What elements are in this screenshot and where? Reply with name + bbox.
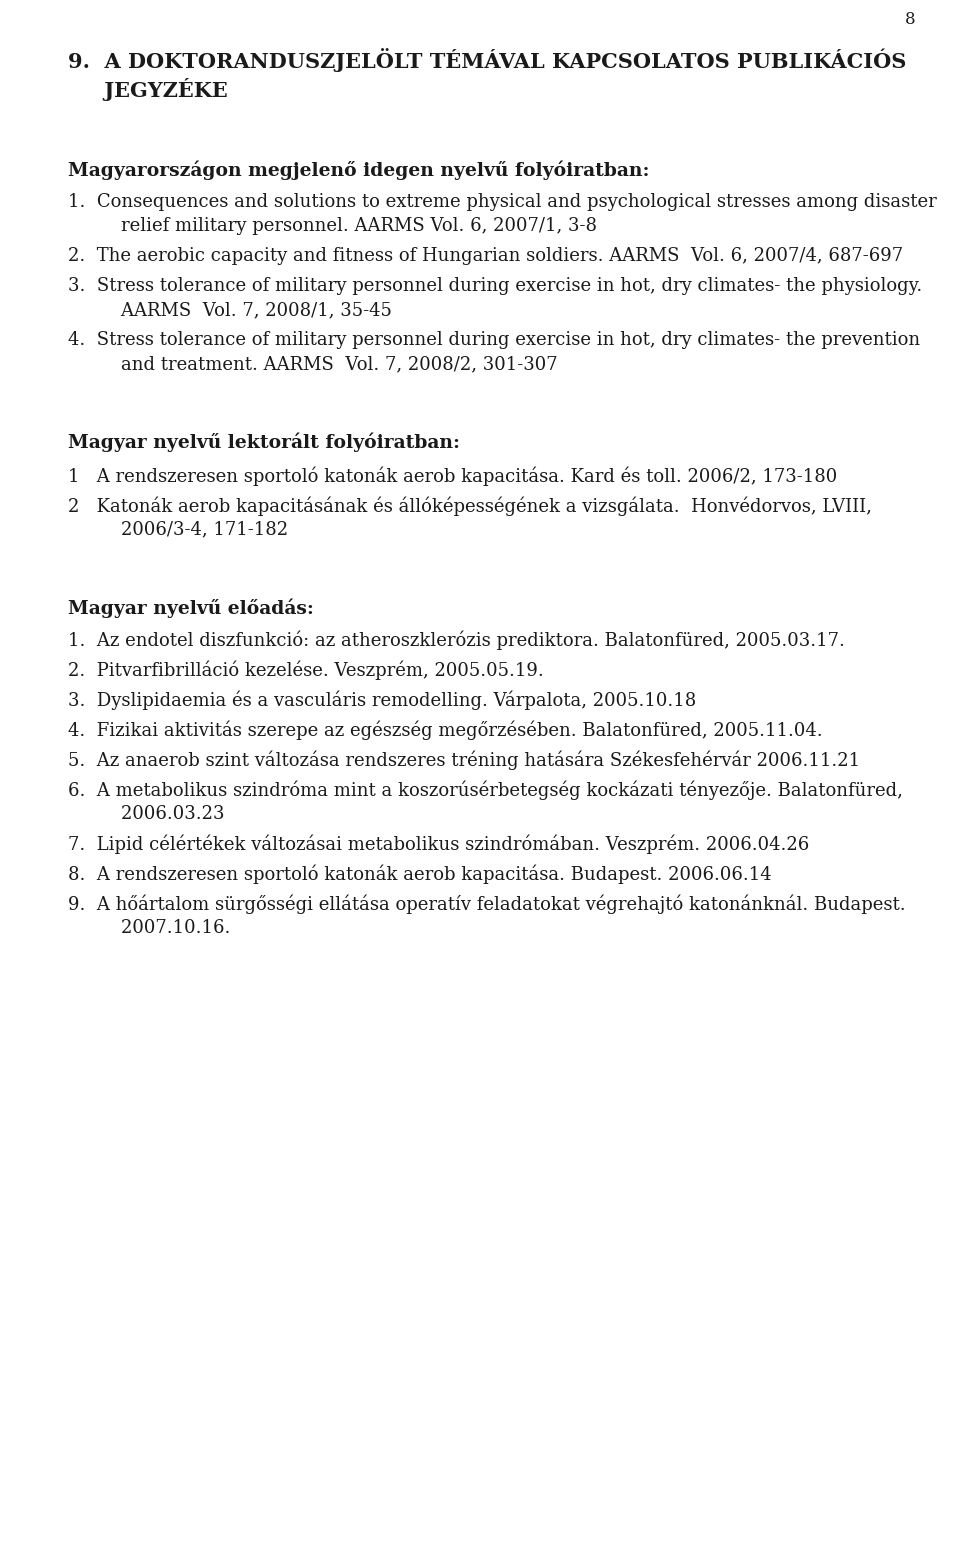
Text: 2007.10.16.: 2007.10.16.: [98, 919, 230, 937]
Text: Magyarországon megjelenő idegen nyelvű folyóiratban:: Magyarországon megjelenő idegen nyelvű f…: [68, 159, 650, 179]
Text: 2006/3-4, 171-182: 2006/3-4, 171-182: [98, 520, 288, 538]
Text: 2.  The aerobic capacity and fitness of Hungarian soldiers. AARMS  Vol. 6, 2007/: 2. The aerobic capacity and fitness of H…: [68, 248, 903, 265]
Text: relief military personnel. AARMS Vol. 6, 2007/1, 3-8: relief military personnel. AARMS Vol. 6,…: [98, 217, 597, 235]
Text: Magyar nyelvű előadás:: Magyar nyelvű előadás:: [68, 599, 314, 617]
Text: 3.  Stress tolerance of military personnel during exercise in hot, dry climates-: 3. Stress tolerance of military personne…: [68, 277, 923, 295]
Text: 4.  Fizikai aktivitás szerepe az egészség megőrzésében. Balatonfüred, 2005.11.04: 4. Fizikai aktivitás szerepe az egészség…: [68, 721, 823, 741]
Text: and treatment. AARMS  Vol. 7, 2008/2, 301-307: and treatment. AARMS Vol. 7, 2008/2, 301…: [98, 354, 558, 373]
Text: 1.  Az endotel diszfunkció: az atheroszklerózis prediktora. Balatonfüred, 2005.0: 1. Az endotel diszfunkció: az atheroszkl…: [68, 631, 845, 650]
Text: 1   A rendszeresen sportoló katonák aerob kapacitása. Kard és toll. 2006/2, 173-: 1 A rendszeresen sportoló katonák aerob …: [68, 466, 837, 486]
Text: JEGYZÉKE: JEGYZÉKE: [68, 77, 228, 101]
Text: 2.  Pitvarfibrilláció kezelése. Veszprém, 2005.05.19.: 2. Pitvarfibrilláció kezelése. Veszprém,…: [68, 661, 543, 681]
Text: 2006.03.23: 2006.03.23: [98, 804, 225, 823]
Text: 9.  A DOKTORANDUSZJELÖLT TÉMÁVAL KAPCSOLATOS PUBLIKÁCIÓS: 9. A DOKTORANDUSZJELÖLT TÉMÁVAL KAPCSOLA…: [68, 48, 906, 73]
Text: AARMS  Vol. 7, 2008/1, 35-45: AARMS Vol. 7, 2008/1, 35-45: [98, 302, 392, 319]
Text: 2   Katonák aerob kapacitásának és állóképességének a vizsgálata.  Honvédorvos, : 2 Katonák aerob kapacitásának és állókép…: [68, 497, 872, 515]
Text: Magyar nyelvű lektorált folyóiratban:: Magyar nyelvű lektorált folyóiratban:: [68, 433, 460, 453]
Text: 6.  A metabolikus szindróma mint a koszorúsérbetegség kockázati tényezője. Balat: 6. A metabolikus szindróma mint a koszor…: [68, 781, 902, 800]
Text: 9.  A hőártalom sürgősségi ellátása operatív feladatokat végrehajtó katonánknál.: 9. A hőártalom sürgősségi ellátása opera…: [68, 896, 905, 914]
Text: 7.  Lipid célértékek változásai metabolikus szindrómában. Veszprém. 2006.04.26: 7. Lipid célértékek változásai metabolik…: [68, 835, 809, 854]
Text: 8.  A rendszeresen sportoló katonák aerob kapacitása. Budapest. 2006.06.14: 8. A rendszeresen sportoló katonák aerob…: [68, 865, 772, 885]
Text: 5.  Az anaerob szint változása rendszeres tréning hatására Székesfehérvár 2006.1: 5. Az anaerob szint változása rendszeres…: [68, 750, 860, 770]
Text: 4.  Stress tolerance of military personnel during exercise in hot, dry climates-: 4. Stress tolerance of military personne…: [68, 331, 920, 350]
Text: 3.  Dyslipidaemia és a vasculáris remodelling. Várpalota, 2005.10.18: 3. Dyslipidaemia és a vasculáris remodel…: [68, 692, 696, 710]
Text: 1.  Consequences and solutions to extreme physical and psychological stresses am: 1. Consequences and solutions to extreme…: [68, 193, 937, 210]
Text: 8: 8: [905, 11, 916, 28]
